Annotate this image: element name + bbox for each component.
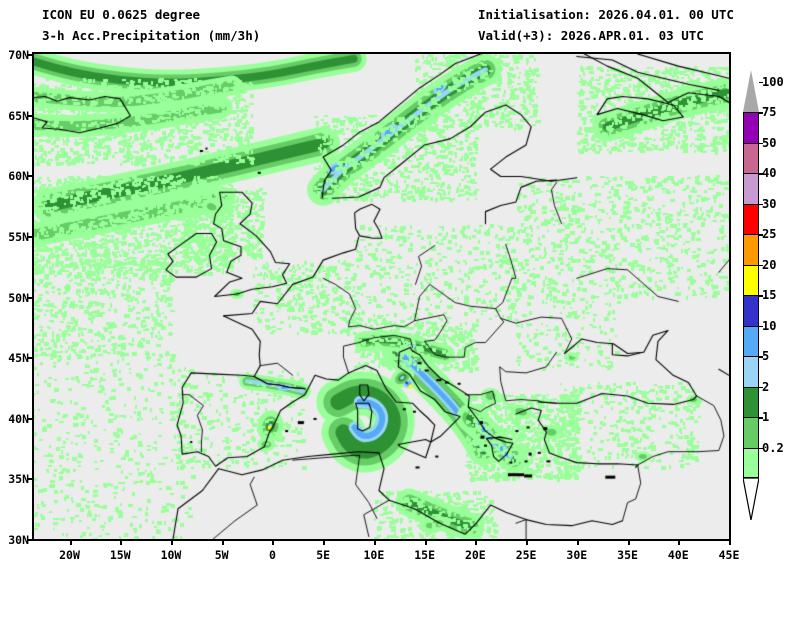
colorbar-tick (759, 142, 763, 144)
latitude-tick (28, 418, 32, 420)
latitude-tick-label: 45N (8, 351, 29, 366)
colorbar-tick (759, 81, 763, 83)
longitude-tick (628, 541, 630, 545)
longitude-tick-label: 40E (667, 548, 689, 562)
latitude-tick (28, 54, 32, 56)
colorbar-tick-label: 10 (762, 318, 777, 333)
longitude-tick-label: 45E (718, 548, 740, 562)
colorbar-tick (759, 234, 763, 236)
colorbar-band (743, 386, 759, 417)
longitude-tick (272, 541, 274, 545)
longitude-tick-label: 20E (464, 548, 486, 562)
colorbar-band (743, 447, 759, 478)
colorbar-tick (759, 295, 763, 297)
colorbar-tick (759, 112, 763, 114)
colorbar-tick-label: 0.2 (762, 440, 784, 455)
longitude-tick-label: 15E (414, 548, 435, 562)
colorbar-tick (759, 264, 763, 266)
latitude-tick (28, 357, 32, 359)
colorbar-tick-label: 20 (762, 257, 777, 272)
latitude-tick-label: 65N (8, 108, 29, 123)
longitude-tick (729, 541, 731, 545)
longitude-tick-label: 35E (617, 548, 638, 562)
longitude-tick (475, 541, 477, 545)
colorbar-band (743, 264, 759, 295)
longitude-tick-label: 25E (515, 548, 537, 562)
precipitation-map-canvas (34, 54, 729, 539)
longitude-tick-label: 10E (363, 548, 385, 562)
latitude-tick (28, 115, 32, 117)
header-init-label: Initialisation: 2026.04.01. 00 UTC (478, 7, 734, 22)
colorbar-tick (759, 356, 763, 358)
latitude-tick (28, 478, 32, 480)
colorbar-band (743, 325, 759, 356)
latitude-tick-label: 50N (8, 290, 29, 305)
longitude-tick-label: 10W (160, 548, 182, 562)
longitude-tick-label: 5E (316, 548, 331, 562)
colorbar-tick-label: 100 (762, 74, 784, 89)
colorbar-tick (759, 447, 763, 449)
header-valid-label: Valid(+3): 2026.APR.01. 03 UTC (478, 28, 704, 43)
longitude-tick (70, 541, 72, 545)
colorbar-band (743, 112, 759, 143)
longitude-tick (678, 541, 680, 545)
latitude-tick-label: 40N (8, 411, 29, 426)
latitude-tick-label: 60N (8, 169, 29, 184)
colorbar-band (743, 417, 759, 448)
latitude-tick (28, 539, 32, 541)
latitude-tick-label: 55N (8, 229, 29, 244)
latitude-tick-label: 70N (8, 48, 29, 62)
colorbar-tick (759, 325, 763, 327)
latitude-tick (28, 236, 32, 238)
colorbar (742, 70, 760, 521)
colorbar-tick (759, 417, 763, 419)
colorbar-band (743, 203, 759, 234)
colorbar-band (743, 234, 759, 265)
longitude-tick-label: 0 (268, 548, 276, 562)
colorbar-band (743, 142, 759, 173)
colorbar-tick (759, 173, 763, 175)
colorbar-tick-label: 50 (762, 135, 777, 150)
colorbar-tick-label: 30 (762, 196, 777, 211)
latitude-tick-label: 30N (8, 533, 29, 547)
colorbar-tick-label: 40 (762, 166, 777, 180)
colorbar-over-arrow (743, 70, 759, 112)
longitude-tick-label: 30E (566, 548, 588, 562)
longitude-tick (577, 541, 579, 545)
longitude-tick (222, 541, 224, 545)
longitude-tick (425, 541, 427, 545)
colorbar-tick-label: 2 (762, 379, 770, 394)
longitude-tick-label: 15W (109, 548, 131, 562)
longitude-tick (323, 541, 325, 545)
colorbar-tick-label: 25 (762, 227, 777, 241)
longitude-tick (120, 541, 122, 545)
colorbar-tick (759, 203, 763, 205)
colorbar-tick-label: 15 (762, 288, 777, 302)
header-model-label: ICON EU 0.0625 degree (42, 7, 201, 22)
longitude-tick (526, 541, 528, 545)
colorbar-band (743, 356, 759, 387)
longitude-tick-label: 5W (214, 548, 229, 562)
colorbar-tick (759, 386, 763, 388)
colorbar-tick-label: 5 (762, 349, 770, 363)
latitude-tick-label: 35N (8, 472, 29, 487)
latitude-tick (28, 297, 32, 299)
map-plot-frame (32, 52, 731, 541)
longitude-tick (374, 541, 376, 545)
colorbar-under-arrow (742, 477, 760, 521)
latitude-tick (28, 175, 32, 177)
longitude-tick (171, 541, 173, 545)
header-field-label: 3-h Acc.Precipitation (mm/3h) (42, 28, 261, 43)
colorbar-band (743, 173, 759, 204)
colorbar-tick-label: 75 (762, 105, 777, 119)
longitude-tick-label: 20W (59, 548, 80, 562)
colorbar-tick-label: 1 (762, 410, 770, 424)
colorbar-band (743, 295, 759, 326)
